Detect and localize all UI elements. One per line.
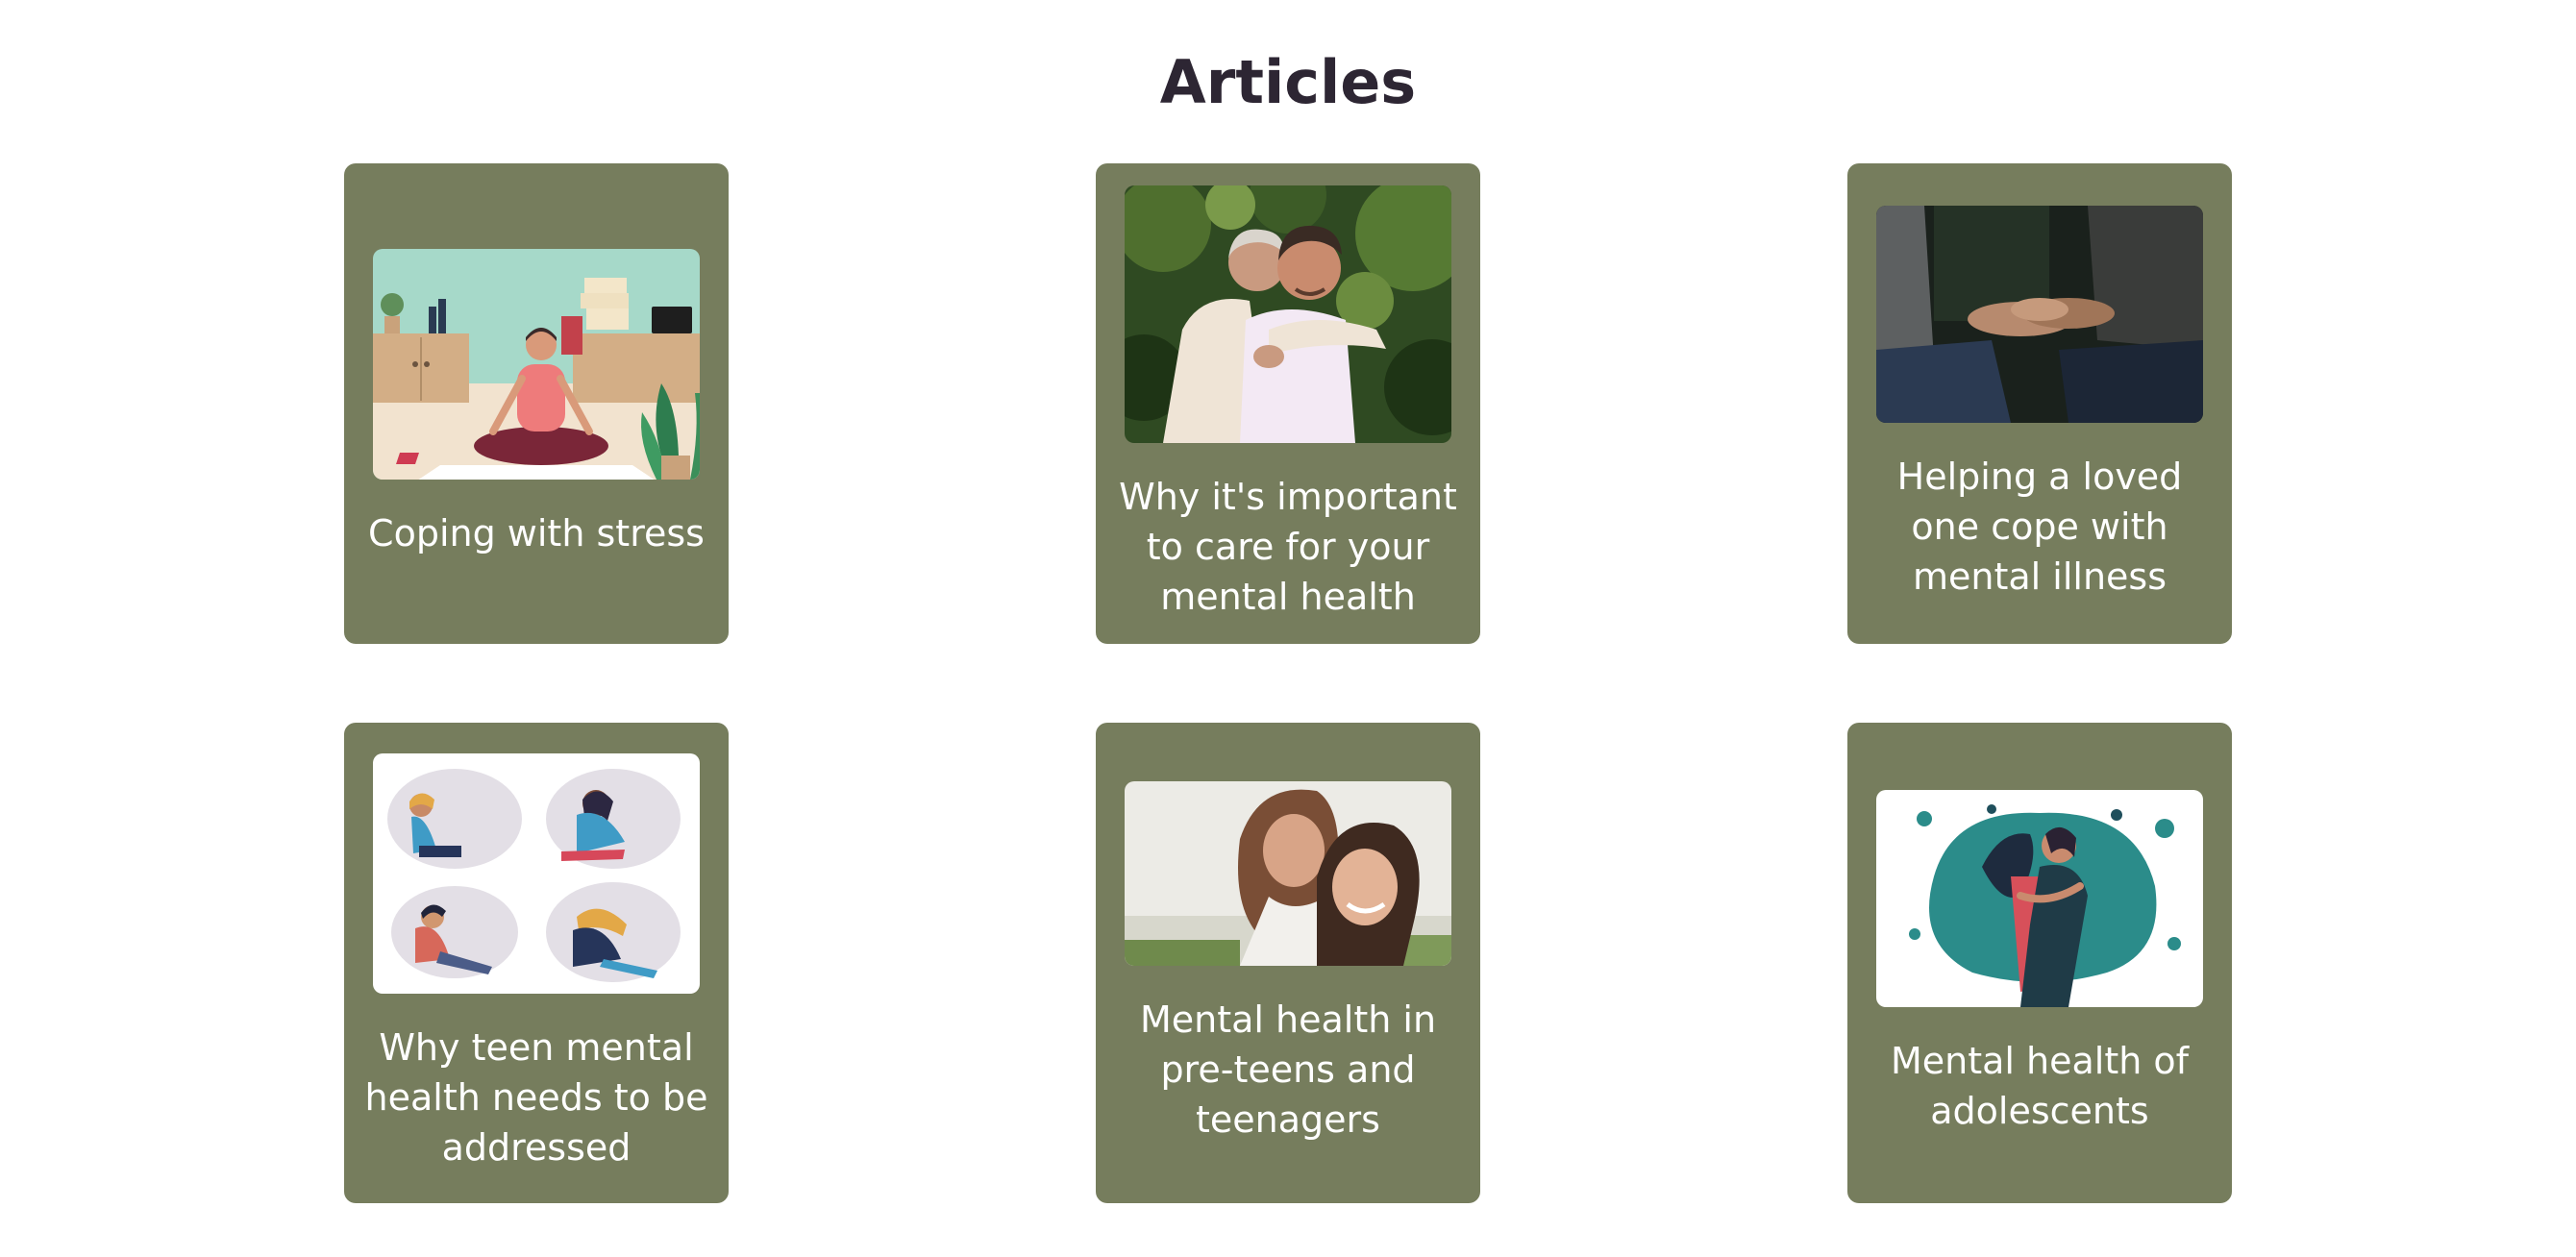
article-image-two-men[interactable] bbox=[1125, 185, 1451, 443]
article-card-adolescents[interactable]: Mental health of adolescents bbox=[1847, 723, 2232, 1203]
article-title[interactable]: Why teen mental health needs to be addre… bbox=[364, 1026, 708, 1169]
article-image-women-hugging[interactable] bbox=[1876, 790, 2203, 1007]
article-image-meditation[interactable] bbox=[373, 249, 700, 480]
article-title[interactable]: Mental health of adolescents bbox=[1890, 1040, 2190, 1132]
article-card-pre-teens-and-teenagers[interactable]: Mental health in pre-teens and teenagers bbox=[1096, 723, 1480, 1203]
page-title: Articles bbox=[1159, 47, 1417, 117]
article-title[interactable]: Mental health in pre-teens and teenagers bbox=[1139, 998, 1437, 1141]
article-image-holding-hands[interactable] bbox=[1876, 206, 2203, 423]
article-image-sad-teens[interactable] bbox=[373, 753, 700, 994]
article-title[interactable]: Helping a loved one cope with mental ill… bbox=[1896, 456, 2183, 598]
article-title[interactable]: Why it's important to care for your ment… bbox=[1119, 476, 1457, 618]
article-image-smiling-girls[interactable] bbox=[1125, 781, 1451, 966]
article-card-helping-loved-one[interactable]: Helping a loved one cope with mental ill… bbox=[1847, 163, 2232, 644]
article-card-care-for-mental-health[interactable]: Why it's important to care for your ment… bbox=[1096, 163, 1480, 644]
article-card-teen-mental-health[interactable]: Why teen mental health needs to be addre… bbox=[344, 723, 729, 1203]
article-title[interactable]: Coping with stress bbox=[368, 512, 705, 555]
article-card-coping-with-stress[interactable]: Coping with stress bbox=[344, 163, 729, 644]
